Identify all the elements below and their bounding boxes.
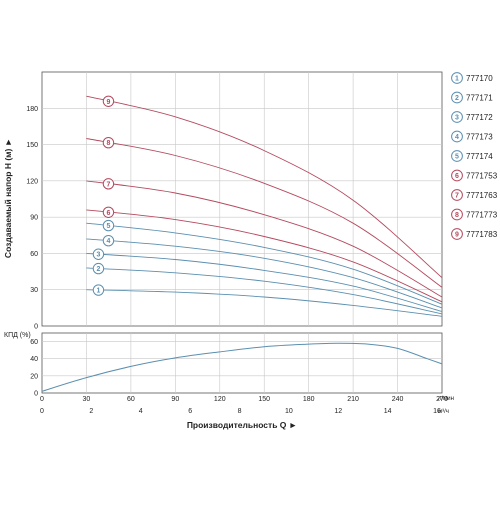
legend-marker-3 xyxy=(451,111,463,123)
x-tick-lpm: 240 xyxy=(392,396,404,403)
head-curve-9 xyxy=(86,95,443,278)
curve-marker-2 xyxy=(92,262,105,275)
x-tick-lpm: 150 xyxy=(258,396,270,403)
curve-marker-label-9: 9 xyxy=(106,99,110,106)
head-curve-7 xyxy=(86,180,443,298)
x-tick-lpm: 30 xyxy=(83,396,91,403)
legend-marker-label-6: 6 xyxy=(455,173,459,180)
curve-marker-3 xyxy=(92,248,105,260)
curve-marker-8 xyxy=(102,137,115,149)
head-axis-title: Создаваемый напор H (м) ► xyxy=(3,138,13,258)
head-curve-8 xyxy=(86,138,443,288)
curve-marker-6 xyxy=(102,206,115,218)
curve-marker-9 xyxy=(102,95,115,107)
legend-marker-label-8: 8 xyxy=(455,212,459,219)
x-tick-lpm: 90 xyxy=(171,396,179,403)
legend-item-8: 7771773 xyxy=(466,211,498,220)
curve-marker-7 xyxy=(102,178,115,190)
curve-marker-label-2: 2 xyxy=(96,266,100,273)
curve-marker-label-5: 5 xyxy=(106,223,110,230)
x-tick-m3h: 14 xyxy=(384,408,392,415)
legend-item-5: 777174 xyxy=(466,152,493,161)
efficiency-y-tick: 0 xyxy=(34,391,38,398)
x-tick-m3h: 0 xyxy=(40,408,44,415)
head-curve-3 xyxy=(86,252,443,312)
curve-marker-5 xyxy=(102,219,115,232)
head-y-tick: 60 xyxy=(30,251,38,258)
flow-axis-title: Производительность Q ► xyxy=(187,420,297,430)
legend-item-4: 777173 xyxy=(466,133,493,142)
curve-marker-label-6: 6 xyxy=(106,210,110,217)
legend: 1 777170 2 777171 3 777172 4 777173 5 777174 6 7771… xyxy=(451,72,498,240)
efficiency-y-tick: 60 xyxy=(30,339,38,346)
efficiency-curve xyxy=(41,342,443,392)
x-tick-m3h: 2 xyxy=(89,408,93,415)
legend-item-3: 777172 xyxy=(466,113,493,122)
x-tick-m3h: 10 xyxy=(285,408,293,415)
legend-marker-8 xyxy=(451,208,463,221)
legend-marker-4 xyxy=(451,130,463,143)
curve-marker-4 xyxy=(102,235,115,247)
head-y-tick: 30 xyxy=(30,287,38,294)
legend-item-9: 7771783 xyxy=(466,230,498,239)
head-y-tick: 180 xyxy=(26,106,38,113)
curve-marker-label-4: 4 xyxy=(106,238,110,245)
head-curve-4 xyxy=(86,238,443,309)
curve-marker-1 xyxy=(92,284,105,296)
head-y-tick: 150 xyxy=(26,142,38,149)
legend-item-1: 777170 xyxy=(466,74,493,83)
head-curve-5 xyxy=(86,222,443,305)
legend-marker-1 xyxy=(451,72,463,84)
head-curve-2 xyxy=(86,267,443,315)
x-tick-lpm: 270 xyxy=(436,396,448,403)
legend-item-7: 7771763 xyxy=(466,191,498,200)
efficiency-plot-frame xyxy=(41,332,443,394)
x-tick-lpm: 210 xyxy=(347,396,359,403)
x-tick-lpm: 60 xyxy=(127,396,135,403)
legend-marker-7 xyxy=(451,189,463,201)
curve-marker-label-1: 1 xyxy=(96,288,100,295)
legend-marker-label-3: 3 xyxy=(455,115,459,122)
x-tick-lpm: 120 xyxy=(214,396,226,403)
legend-marker-label-2: 2 xyxy=(455,95,459,102)
head-y-tick: 0 xyxy=(34,324,38,331)
curve-marker-label-7: 7 xyxy=(106,181,110,188)
grid-layer xyxy=(41,71,443,394)
efficiency-y-tick: 40 xyxy=(30,356,38,363)
legend-item-6: 7771753 xyxy=(466,172,498,181)
legend-marker-label-4: 4 xyxy=(455,134,459,141)
curve-marker-label-8: 8 xyxy=(106,140,110,147)
x-tick-m3h: 16 xyxy=(433,408,441,415)
x-tick-lpm: 180 xyxy=(303,396,315,403)
legend-marker-label-5: 5 xyxy=(455,154,459,161)
legend-marker-2 xyxy=(451,91,463,104)
legend-item-2: 777171 xyxy=(466,94,493,103)
legend-marker-label-7: 7 xyxy=(455,193,459,200)
x-tick-m3h: 6 xyxy=(188,408,192,415)
head-curve-1 xyxy=(86,289,443,317)
unit-lpm: л/мин xyxy=(438,396,454,402)
head-plot-frame xyxy=(41,71,443,327)
x-tick-lpm: 0 xyxy=(40,396,44,403)
head-curve-6 xyxy=(86,209,443,303)
head-y-tick: 120 xyxy=(26,178,38,185)
curve-marker-label-3: 3 xyxy=(96,252,100,259)
series-layer xyxy=(41,95,443,392)
efficiency-axis-title: КПД (%) xyxy=(4,332,31,339)
legend-marker-6 xyxy=(451,169,463,182)
legend-marker-label-1: 1 xyxy=(455,76,459,83)
head-y-tick: 90 xyxy=(30,215,38,222)
x-tick-m3h: 12 xyxy=(334,408,342,415)
legend-marker-9 xyxy=(451,228,463,240)
legend-marker-label-9: 9 xyxy=(455,232,459,239)
efficiency-y-tick: 20 xyxy=(30,373,38,380)
unit-m3h: м³/ч xyxy=(438,409,449,415)
x-tick-m3h: 8 xyxy=(238,408,242,415)
x-tick-m3h: 4 xyxy=(139,408,143,415)
legend-marker-5 xyxy=(451,150,463,162)
